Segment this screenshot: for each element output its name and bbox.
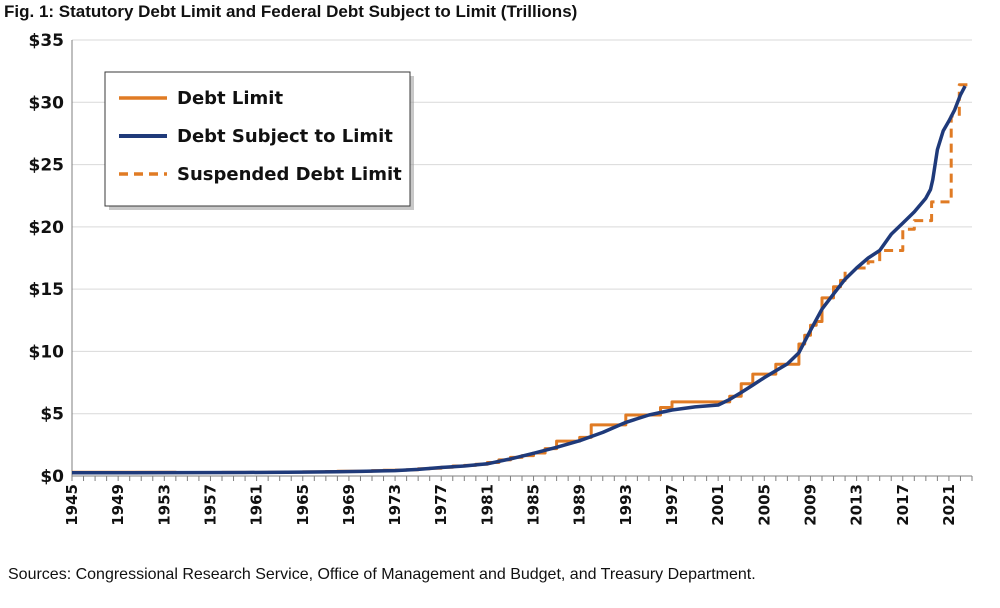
x-tick-label: 1985 <box>525 484 543 526</box>
legend-label: Suspended Debt Limit <box>177 164 402 185</box>
y-tick-label: $15 <box>29 280 65 300</box>
x-tick-label: 1965 <box>294 484 312 526</box>
x-tick-label: 1969 <box>340 484 358 526</box>
legend-box <box>104 71 411 207</box>
x-tick-label: 1997 <box>663 484 681 526</box>
y-tick-label: $5 <box>40 405 64 425</box>
x-tick-label: 1993 <box>617 484 635 526</box>
x-tick-label: 1973 <box>386 484 404 526</box>
suspended-debt-limit-line <box>856 83 972 270</box>
x-tick-label: 1977 <box>432 484 450 526</box>
legend-label: Debt Subject to Limit <box>177 126 393 147</box>
x-tick-label: 1949 <box>109 484 127 526</box>
chart: $0$5$10$15$20$25$30$35 1945 1949 1953 1957 1… <box>29 31 973 526</box>
x-tick-label: 2005 <box>755 484 773 526</box>
x-tick-label: 2013 <box>848 484 866 526</box>
y-tick-label: $30 <box>29 93 65 113</box>
series-lines <box>72 83 972 475</box>
y-axis-ticks: $0 $5 $10 $15 $20 $25 $30 $35 <box>29 31 65 487</box>
legend: Debt Limit Debt Subject to Limit Suspended… <box>104 71 414 210</box>
x-tick-label: 2009 <box>801 484 819 526</box>
debt-limit-line <box>72 271 847 474</box>
x-tick-label: 1957 <box>201 484 219 526</box>
x-tick-label: 1953 <box>155 484 173 526</box>
y-tick-label: $20 <box>29 218 65 238</box>
x-tick-label: 2021 <box>940 484 958 526</box>
source-note: Sources: Congressional Research Service,… <box>8 566 756 583</box>
y-tick-label: $0 <box>40 467 64 487</box>
y-tick-label: $35 <box>29 31 65 51</box>
axes <box>71 40 973 481</box>
y-tick-label: $10 <box>29 342 65 362</box>
x-tick-label: 2001 <box>709 484 727 526</box>
y-tick-label: $25 <box>29 156 65 176</box>
x-tick-label: 1945 <box>63 484 81 526</box>
debt-subject-to-limit-line <box>72 85 967 475</box>
x-tick-label: 2017 <box>894 484 912 526</box>
chart-title: Fig. 1: Statutory Debt Limit and Federal… <box>4 2 578 21</box>
x-tick-label: 1981 <box>478 484 496 526</box>
x-tick-label: 1961 <box>248 484 266 526</box>
x-axis-ticks: 1945 1949 1953 1957 1961 1965 1969 1973 1977 1981… <box>63 484 958 526</box>
x-tick-label: 1989 <box>571 484 589 526</box>
legend-label: Debt Limit <box>177 88 283 109</box>
